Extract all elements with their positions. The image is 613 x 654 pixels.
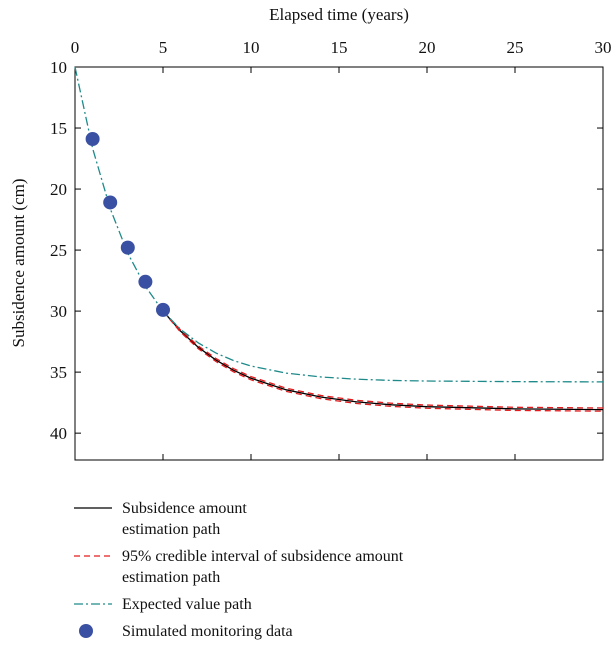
point [156, 302, 170, 317]
legend-swatch [79, 624, 93, 638]
y-tick-label: 20 [50, 180, 67, 199]
x-tick-label: 25 [507, 38, 524, 57]
line [162, 310, 604, 412]
legend: Subsidence amount estimation path 95% cre… [72, 498, 462, 648]
legend-item: Subsidence amount estimation path [72, 498, 462, 540]
point [103, 195, 118, 210]
legend-label: Simulated monitoring data [122, 623, 293, 640]
y-tick-label: 15 [50, 119, 67, 138]
legend-marker [79, 624, 93, 638]
y-tick-label: 40 [50, 424, 67, 443]
chart: Elapsed time (years) Subsidence amount (… [9, 5, 612, 461]
y-tick-label: 30 [50, 302, 67, 321]
x-axis-label: Elapsed time (years) [269, 5, 409, 24]
point [138, 274, 153, 289]
point [85, 132, 100, 147]
x-tick-label: 30 [595, 38, 612, 57]
legend-label: Subsidence amount estimation path [122, 500, 247, 538]
line [74, 66, 604, 383]
x-tick-label: 10 [243, 38, 260, 57]
legend-label: Expected value path [122, 596, 252, 613]
legend-item: Simulated monitoring data [72, 621, 462, 642]
x-tick-label: 5 [159, 38, 168, 57]
x-tick-label: 15 [331, 38, 348, 57]
legend-item: Expected value path [72, 594, 462, 615]
y-tick-label: 10 [50, 58, 67, 77]
line [162, 310, 604, 409]
x-tick-label: 0 [71, 38, 80, 57]
point [120, 240, 135, 255]
legend-swatch [74, 603, 112, 605]
y-tick-label: 25 [50, 241, 67, 260]
legend-item: 95% credible interval of subsidence amou… [72, 546, 462, 588]
x-tick-label: 20 [419, 38, 436, 57]
legend-label: 95% credible interval of subsidence amou… [122, 548, 404, 586]
legend-swatch [74, 507, 112, 509]
legend-swatch [74, 555, 112, 557]
y-axis-label: Subsidence amount (cm) [9, 178, 28, 347]
y-tick-label: 35 [50, 363, 67, 382]
line [162, 310, 604, 411]
